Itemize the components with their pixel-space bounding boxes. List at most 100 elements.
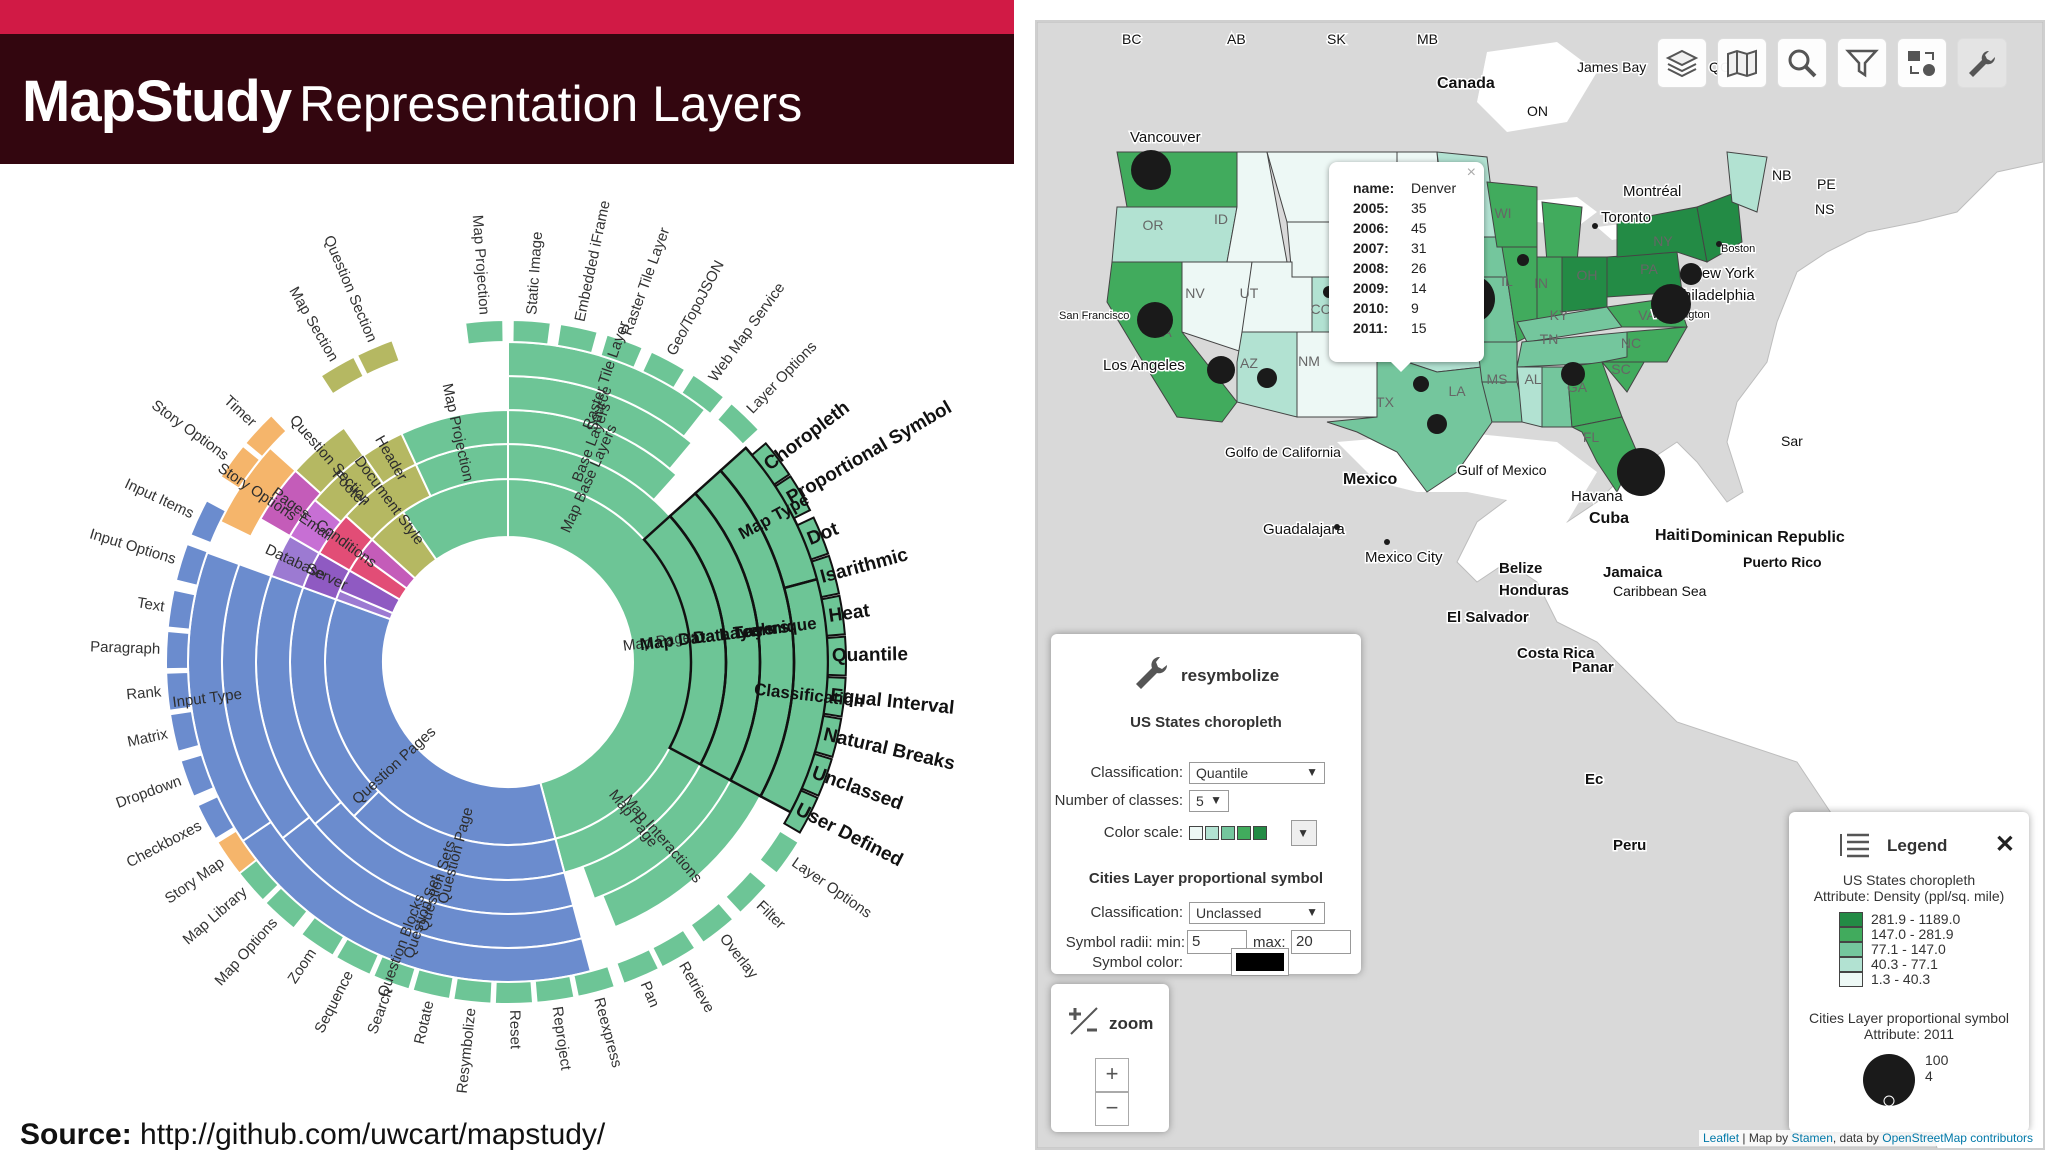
- map-viewer[interactable]: WAORCANVIDUTAZCONMKSOKTXMNIAMOARLAWIILMS…: [1035, 20, 2045, 1150]
- sunburst-leaf-segment: [189, 499, 228, 545]
- sunburst-outer-label: Zoom: [284, 945, 320, 986]
- sunburst-leaf-segment: [371, 954, 417, 991]
- sunburst-leaf-segment: [511, 319, 552, 346]
- sunburst-outer-label: Text: [136, 594, 167, 615]
- city-vancouver[interactable]: [1131, 150, 1171, 190]
- place-label: Canada: [1437, 75, 1495, 92]
- radii-max-input[interactable]: 20: [1291, 930, 1351, 954]
- state-ny[interactable]: [1616, 206, 1708, 263]
- city-washington[interactable]: [1651, 284, 1691, 324]
- city-boston-dot[interactable]: [1716, 241, 1722, 247]
- title-bold: MapStudy: [22, 69, 292, 134]
- city-new-york[interactable]: [1680, 263, 1702, 285]
- accent-bar: [0, 0, 1014, 34]
- place-label: Panar: [1572, 659, 1614, 676]
- place-label: Montréal: [1623, 183, 1681, 200]
- city-chicago[interactable]: [1517, 254, 1529, 266]
- slide-title: MapStudy Representation Layers: [22, 68, 802, 135]
- color-scale-swatches[interactable]: [1189, 826, 1289, 842]
- filter-button[interactable]: [1837, 38, 1887, 88]
- popup-value: 9: [1411, 300, 1419, 316]
- city-san-francisco[interactable]: [1137, 302, 1173, 338]
- osm-link[interactable]: OpenStreetMap contributors: [1882, 1131, 2033, 1145]
- sunburst-leaf-segment: [411, 968, 455, 1001]
- source-url[interactable]: http://github.com/uwcart/mapstudy/: [140, 1118, 606, 1151]
- resymbolize-panel[interactable]: resymbolize US States choropleth Classif…: [1051, 634, 1361, 976]
- sunburst-outer-label: Dropdown: [114, 773, 184, 812]
- zoom-out-button[interactable]: −: [1095, 1092, 1129, 1126]
- legend-choropleth-title: US States choropleth: [1842, 872, 1976, 888]
- popup-close-icon[interactable]: ×: [1466, 164, 1476, 181]
- state-label: NV: [1185, 285, 1205, 301]
- leaflet-link[interactable]: Leaflet: [1703, 1131, 1740, 1145]
- city-los-angeles[interactable]: [1207, 356, 1235, 384]
- stamen-link[interactable]: Stamen: [1791, 1131, 1833, 1145]
- city-dallas[interactable]: [1413, 376, 1429, 392]
- wrench-icon: [1969, 50, 1996, 77]
- popup-value: 26: [1411, 260, 1427, 276]
- resymbolize-tool-button[interactable]: [1957, 38, 2007, 88]
- symbol-color-picker[interactable]: [1231, 948, 1289, 976]
- legend-close-icon[interactable]: ✕: [1994, 831, 2015, 858]
- state-mi[interactable]: [1541, 201, 1583, 263]
- place-labels: BCABSKMBCanadaONQCJames BayNBPENSMontréa…: [1058, 30, 1847, 856]
- sunburst-outer-label: Layer Options: [788, 854, 874, 921]
- city-atlanta[interactable]: [1561, 362, 1585, 386]
- place-label: Los Angeles: [1103, 357, 1185, 374]
- classification2-select[interactable]: Unclassed ▼: [1189, 902, 1325, 924]
- sunburst-outer-label: Reproject: [549, 1005, 575, 1072]
- color-scale-dropdown[interactable]: ▼: [1291, 820, 1317, 846]
- state-me[interactable]: [1726, 151, 1768, 213]
- legend-panel[interactable]: Legend ✕ US States choropleth Attribute:…: [1789, 812, 2029, 1132]
- city-mexico-city[interactable]: [1384, 539, 1390, 545]
- sunburst-outer-label: Overlay: [716, 931, 762, 983]
- symbol-section-title: Cities Layer proportional symbol: [1088, 870, 1324, 887]
- symbol-color-label: Symbol color:: [1092, 954, 1183, 971]
- state-oh[interactable]: [1561, 256, 1608, 313]
- zoom-in-button[interactable]: +: [1095, 1058, 1129, 1092]
- sunburst-outer-label: Map Projection: [469, 214, 493, 315]
- sunburst-outer-label: Retrieve: [675, 959, 718, 1016]
- place-label: Mexico City: [1365, 549, 1443, 566]
- classification2-label: Classification:: [1090, 904, 1183, 921]
- popup-value: 35: [1411, 200, 1427, 216]
- place-label: El Salvador: [1447, 609, 1529, 626]
- search-button[interactable]: [1777, 38, 1827, 88]
- sunburst-leaf-segment: [196, 794, 236, 841]
- sunburst-leaf-segment: [452, 976, 494, 1005]
- state-label: MS: [1487, 371, 1508, 387]
- sunburst-leaf-segment: [689, 901, 735, 945]
- state-label: SC: [1611, 361, 1630, 377]
- sunburst-leaf-segment: [179, 753, 216, 799]
- reexpress-button[interactable]: [1897, 38, 1947, 88]
- layers-button[interactable]: [1657, 38, 1707, 88]
- swatch-5: [1253, 826, 1267, 840]
- zoom-title: zoom: [1109, 1014, 1154, 1033]
- place-label: BC: [1122, 31, 1141, 47]
- zoom-panel[interactable]: zoom + −: [1051, 984, 1169, 1132]
- city-toronto-dot[interactable]: [1592, 223, 1598, 229]
- color-scale-label: Color scale:: [1103, 824, 1183, 841]
- classification-select[interactable]: Quantile ▼: [1189, 762, 1325, 784]
- place-label: Peru: [1613, 837, 1646, 854]
- sunburst-outer-label: Sequence: [311, 968, 357, 1036]
- state-nc[interactable]: [1601, 326, 1688, 363]
- city-phoenix[interactable]: [1257, 368, 1277, 388]
- basemap-button[interactable]: [1717, 38, 1767, 88]
- place-label: Mexico: [1343, 471, 1397, 488]
- num-classes-select[interactable]: 5 ▼: [1189, 790, 1229, 812]
- state-label: WI: [1494, 205, 1511, 221]
- caribbean-sea: [1597, 542, 1817, 672]
- city-houston[interactable]: [1427, 414, 1447, 434]
- technique-label: Unclassed: [809, 762, 905, 814]
- state-new-england[interactable]: [1696, 191, 1743, 263]
- city-guadalajara[interactable]: [1334, 524, 1340, 530]
- popup-row: 2011: 15: [1353, 320, 1427, 336]
- place-label: New York: [1691, 265, 1755, 282]
- state-tx[interactable]: [1326, 351, 1493, 493]
- popup-row: 2005: 35: [1353, 200, 1427, 216]
- city-miami[interactable]: [1617, 448, 1665, 496]
- legend-class-label: 147.0 - 281.9: [1871, 926, 1954, 942]
- technique-leaf-segment: [795, 516, 830, 561]
- sunburst-outer-label: Rotate: [411, 999, 438, 1046]
